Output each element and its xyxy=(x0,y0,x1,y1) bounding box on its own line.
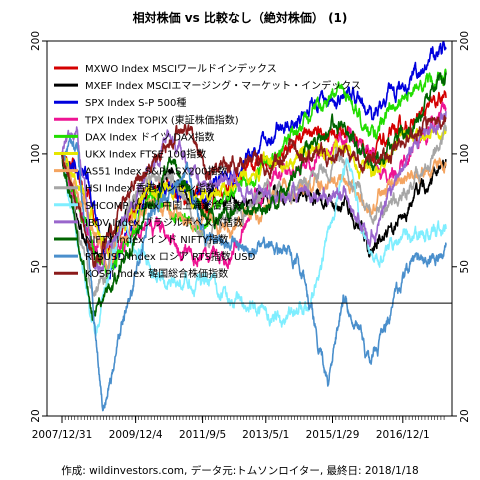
y-tick-label-left: 200 xyxy=(30,31,42,51)
legend-label: DAX Index ドイツ DAX指数 xyxy=(85,130,215,143)
legend-label: TPX Index TOPIX (東証株価指数) xyxy=(84,113,239,126)
legend-label: MXWO Index MSCIワールドインデックス xyxy=(85,62,277,75)
y-tick-label-right: 20 xyxy=(459,409,471,422)
legend-label: SHCOMP Index 中国上海総合指数 xyxy=(85,199,242,212)
series-line-12 xyxy=(61,136,447,412)
y-tick-label-left: 50 xyxy=(30,260,42,273)
legend-label: HSI Index 香港ハンセン指数 xyxy=(85,182,216,195)
x-tick-label: 2015/1/29 xyxy=(306,429,360,441)
x-tick-label: 2011/9/5 xyxy=(179,429,226,441)
plot-area xyxy=(47,41,452,412)
series-line-10 xyxy=(61,111,447,275)
y-tick-label-right: 200 xyxy=(459,31,471,51)
y-tick-label-right: 100 xyxy=(459,144,471,164)
legend-label: IBOV Index ブラジルボベスパ指数 xyxy=(85,216,243,229)
legend-label: NIFTY Index インド NIFTY指数 xyxy=(85,233,229,246)
legend-label: RTSUSD Index ロシア RTS指数 USD xyxy=(85,250,256,263)
y-tick-label-left: 20 xyxy=(30,409,42,422)
x-tick-label: 2016/12/1 xyxy=(376,429,430,441)
series-line-13 xyxy=(61,115,447,268)
x-tick-label: 2007/12/31 xyxy=(32,429,93,441)
legend-label: MXEF Index MSCIエマージング・マーケット・インデックス xyxy=(85,79,361,92)
series-lines xyxy=(61,41,447,412)
source-caption: 作成: wildinvestors.com, データ元:トムソンロイター, 最終… xyxy=(61,464,418,477)
x-tick-label: 2009/12/4 xyxy=(109,429,163,441)
x-axis: 2007/12/31 2009/12/4 2011/9/5 2013/5/1 2015/… xyxy=(32,416,445,441)
legend-label: KOSPI Index 韓国総合株価指数 xyxy=(85,267,228,280)
plot-frame xyxy=(46,40,453,417)
series-line-7 xyxy=(61,153,447,275)
chart-title: 相対株価 vs 比較なし（絶対株価） (1) xyxy=(133,10,348,25)
y-tick-label-left: 100 xyxy=(30,144,42,164)
y-tick-label-right: 50 xyxy=(459,260,471,273)
y-axis-right: 20 50 100 200 xyxy=(452,31,471,423)
legend: MXWO Index MSCIワールドインデックス MXEF Index MSCI… xyxy=(54,62,361,280)
legend-label: SPX Index S-P 500種 xyxy=(85,96,186,109)
legend-label: AS51 Index S&P/ASX200指数 xyxy=(85,165,227,178)
series-line-9 xyxy=(61,152,447,337)
x-tick-label: 2013/5/1 xyxy=(242,429,289,441)
y-axis-left: 20 50 100 200 xyxy=(30,31,47,423)
legend-label: UKX Index FTSE 100指数 xyxy=(85,148,206,161)
